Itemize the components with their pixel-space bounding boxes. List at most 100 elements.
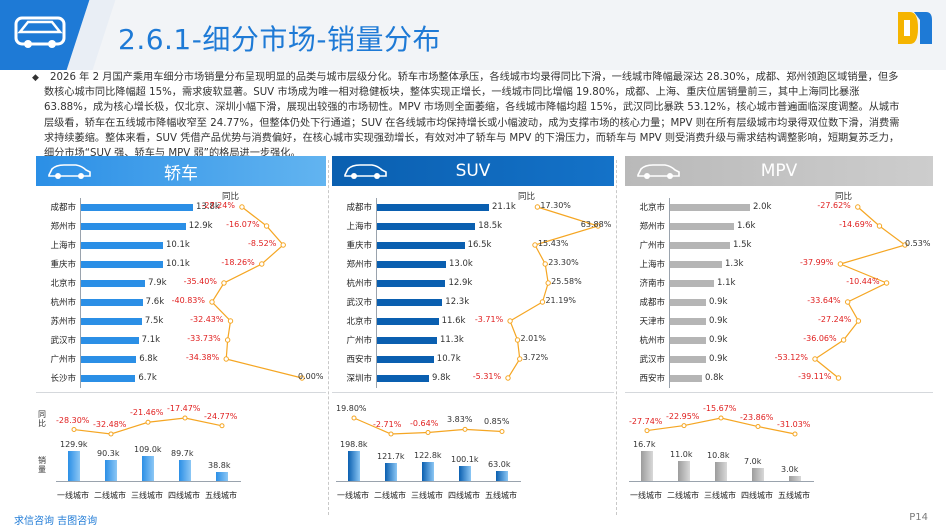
yoy-value-label: -53.12% — [774, 353, 808, 362]
tier-name-label: 二线城市 — [374, 491, 406, 500]
tier-yoy-label: -15.67% — [703, 404, 737, 413]
sales-value-label: 1.3k — [725, 259, 744, 269]
tier-sales-label: 122.8k — [414, 451, 442, 461]
sales-value-label: 13.8k — [196, 202, 220, 212]
yoy-point — [514, 337, 521, 343]
sales-value-label: 0.9k — [709, 297, 728, 307]
tier-yoy-point — [792, 431, 798, 437]
panel-header-sedan: 轿车 — [36, 156, 326, 186]
tier-sales-label: 109.0k — [134, 444, 162, 454]
yoy-title-suv: 同比 — [518, 192, 536, 202]
tier-sales-bar — [789, 475, 801, 481]
yoy-point — [902, 242, 908, 248]
yoy-title-sedan: 同比 — [222, 192, 240, 202]
tier-name-label: 二线城市 — [667, 491, 699, 500]
tier-yoy-point — [351, 415, 357, 421]
city-label: 天津市 — [639, 317, 665, 327]
panel-title-mpv: MPV — [760, 161, 798, 181]
yoy-value-label: -18.26% — [221, 258, 255, 267]
yoy-point — [517, 356, 523, 362]
tier-sales-bar — [422, 462, 434, 481]
tier-name-label: 四线城市 — [168, 491, 200, 500]
tier-yoy-label: -17.47% — [167, 404, 201, 413]
tier-sales-label: 198.8k — [340, 440, 368, 449]
car-icon — [14, 16, 66, 48]
sales-bar — [377, 299, 443, 306]
city-axis-sedan — [80, 198, 81, 388]
yoy-point — [539, 299, 546, 305]
city-label: 广州市 — [639, 241, 665, 251]
panel-title-sedan: 轿车 — [164, 163, 198, 184]
sales-value-label: 1.6k — [737, 221, 756, 231]
sales-value-label: 7.5k — [144, 316, 164, 326]
panel-title-suv: SUV — [455, 161, 491, 181]
lower-separator — [625, 392, 933, 393]
yoy-line-chart-sedan — [209, 204, 305, 381]
tier-yoy-point — [145, 419, 151, 425]
tier-name-label: 三线城市 — [411, 491, 443, 500]
yoy-value-label: 3.72% — [522, 353, 549, 362]
panel-header-suv: SUV — [332, 156, 614, 186]
city-label: 上海市 — [639, 260, 665, 270]
tier-name-label: 三线城市 — [704, 491, 736, 500]
city-label: 上海市 — [50, 241, 76, 251]
panel-mpv: MPV 北京市 2.0k 郑州市 1.6k 广州市 1.5k 上海市 1.3k 济南市 1.1k 成都… — [625, 156, 933, 521]
tier-sales-label: 16.7k — [633, 440, 656, 449]
yoy-value-label: 0.53% — [905, 239, 931, 248]
tier-yoy-point — [462, 426, 468, 432]
sales-value-label: 1.1k — [717, 278, 736, 288]
tier-yoy-label: 0.85% — [484, 417, 510, 427]
sales-value-label: 10.7k — [436, 354, 461, 364]
yoy-point — [542, 261, 548, 267]
city-axis-suv — [376, 198, 377, 388]
yoy-title-mpv: 同比 — [835, 192, 853, 202]
tier-sales-bar — [216, 472, 228, 481]
yoy-point — [532, 242, 538, 248]
sales-bar — [81, 337, 139, 344]
tier-sales-bar — [715, 461, 727, 481]
tier-name-label: 一线城市 — [337, 491, 369, 500]
city-label: 郑州市 — [50, 222, 76, 232]
yoy-value-label: -33.64% — [807, 296, 841, 305]
lower-separator — [332, 392, 614, 393]
brand-logo — [898, 12, 932, 44]
yoy-value-label: -39.11% — [798, 372, 832, 381]
yoy-point — [534, 204, 541, 210]
tier-name-label: 一线城市 — [57, 491, 89, 500]
tier-yoy-label: -21.46% — [130, 408, 164, 418]
yoy-value-label: 2.01% — [520, 334, 546, 343]
tier-yoy-label: -23.86% — [740, 412, 774, 422]
tier-sales-label: 38.8k — [208, 461, 231, 471]
tier-sales-bar — [105, 460, 117, 481]
yoy-value-label: 23.30% — [548, 258, 579, 267]
yoy-value-label: -27.24% — [201, 201, 235, 210]
yoy-value-label: 21.19% — [545, 296, 576, 305]
side-title-sales: 销量 — [38, 456, 46, 474]
footer-brand: 求信咨询 吉图咨询 — [14, 516, 98, 527]
sales-bar — [377, 261, 446, 268]
tier-sales-label: 121.7k — [377, 451, 405, 461]
sales-value-label: 12.9k — [188, 221, 213, 231]
yoy-line — [211, 206, 303, 379]
yoy-value-label: -14.69% — [839, 220, 873, 229]
tier-sales-label: 7.0k — [744, 457, 762, 467]
yoy-value-label: 25.58% — [551, 277, 582, 286]
sales-bar — [670, 261, 722, 268]
yoy-value-label: -40.83% — [171, 296, 205, 305]
sales-value-label: 10.1k — [165, 259, 190, 269]
yoy-point — [223, 356, 229, 362]
sales-bar — [81, 318, 142, 325]
sales-value-label: 12.3k — [445, 297, 470, 307]
yoy-point — [840, 337, 847, 343]
yoy-value-label: -27.62% — [817, 201, 851, 210]
yoy-line — [813, 206, 907, 379]
yoy-point — [505, 375, 511, 381]
sales-bar — [81, 242, 163, 249]
yoy-point — [844, 299, 851, 305]
city-label: 杭州市 — [639, 336, 665, 346]
sales-value-label: 6.7k — [138, 373, 157, 383]
tier-yoy-point — [425, 430, 431, 436]
yoy-point — [837, 261, 844, 267]
tier-yoy-line-chart-mpv — [644, 415, 798, 437]
tier-yoy-line-chart-sedan — [71, 415, 225, 437]
